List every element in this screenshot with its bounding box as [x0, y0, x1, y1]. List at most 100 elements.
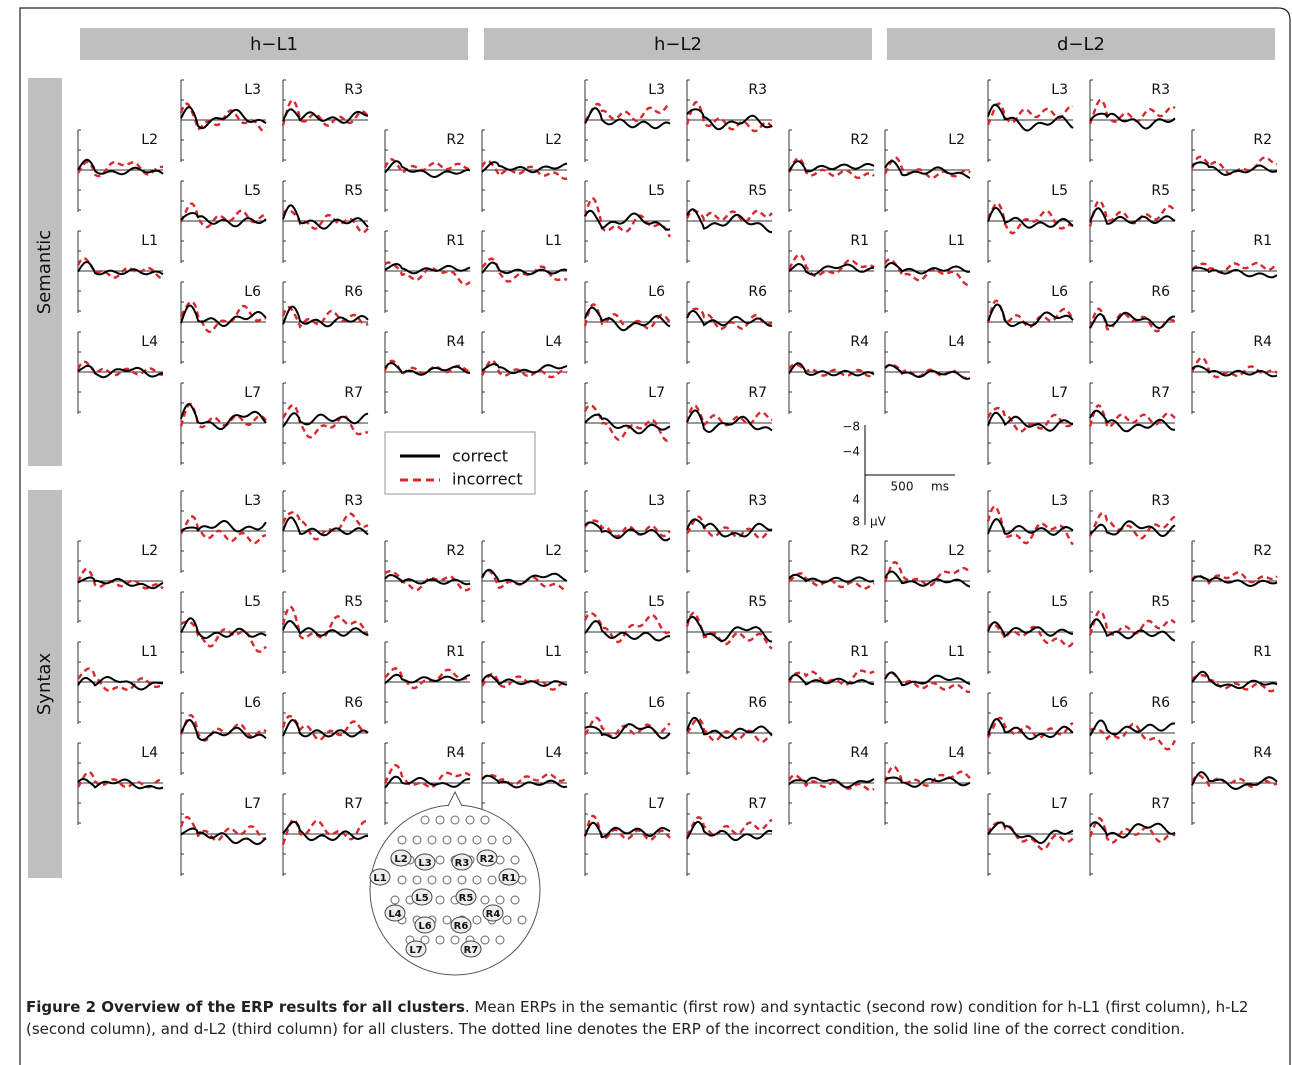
waveform-correct	[988, 822, 1073, 843]
waveform-correct	[181, 829, 266, 845]
electrode	[391, 896, 399, 904]
panel-label: R2	[446, 132, 465, 148]
electrode	[413, 836, 421, 844]
legend-label: correct	[452, 447, 508, 466]
panel-label: L7	[1051, 796, 1068, 812]
electrode	[496, 936, 504, 944]
cluster-label: L6	[418, 921, 431, 932]
panel-label: R7	[344, 385, 363, 401]
caption-title: Figure 2 Overview of the ERP results for…	[26, 998, 465, 1016]
scale-tick: 500	[891, 480, 914, 494]
waveform-correct	[283, 720, 368, 737]
electrode	[473, 876, 481, 884]
column-title: h−L2	[654, 34, 702, 55]
panel-label: R5	[344, 594, 363, 610]
scale-unit: μV	[870, 515, 887, 529]
panel-label: L4	[948, 745, 965, 761]
waveform-correct	[482, 263, 567, 275]
panel-label: R2	[850, 543, 869, 559]
panel-label: R4	[1253, 334, 1272, 350]
panel-label: L2	[948, 543, 965, 559]
waveform-incorrect	[585, 103, 670, 122]
panel-label: L1	[545, 644, 562, 660]
waveform-incorrect	[988, 507, 1073, 545]
panel-label: R1	[1253, 644, 1272, 660]
waveform-incorrect	[181, 302, 266, 332]
waveform-incorrect	[385, 263, 470, 285]
electrode	[488, 836, 496, 844]
row-title: Syntax	[34, 653, 55, 716]
panel-label: R6	[344, 284, 363, 300]
electrode	[451, 936, 459, 944]
panel-label: R7	[344, 796, 363, 812]
electrode	[451, 816, 459, 824]
panel-label: L4	[141, 745, 158, 761]
waveform-correct	[181, 306, 266, 327]
panel-label: L6	[1051, 695, 1068, 711]
waveform-correct	[1090, 822, 1175, 837]
scale-tick: 8	[852, 515, 860, 529]
panel-label: R1	[850, 644, 869, 660]
panel-label: R3	[748, 82, 767, 98]
panel-label: L5	[648, 183, 665, 199]
waveform-correct	[687, 519, 772, 536]
electrode	[443, 876, 451, 884]
panel-label: L5	[244, 183, 261, 199]
electrode	[511, 896, 519, 904]
electrode	[436, 936, 444, 944]
panel-label: R6	[748, 695, 767, 711]
panel-label: L3	[1051, 82, 1068, 98]
electrode	[481, 816, 489, 824]
panel-label: L3	[648, 493, 665, 509]
waveform-incorrect	[687, 102, 772, 131]
panel-label: L4	[141, 334, 158, 350]
panel-label: R4	[446, 334, 465, 350]
panel-label: R6	[344, 695, 363, 711]
waveform-correct	[687, 109, 772, 129]
panel-label: R1	[446, 233, 465, 249]
electrode	[481, 936, 489, 944]
waveform-incorrect	[1090, 724, 1175, 749]
waveform-correct	[687, 822, 772, 840]
panel-label: R7	[748, 385, 767, 401]
panel-label: L6	[244, 284, 261, 300]
waveform-correct	[988, 208, 1073, 228]
cluster-label: R3	[455, 858, 470, 869]
waveform-incorrect	[988, 104, 1073, 125]
scale-bar: −8 −4 4 8 μV 500 ms	[842, 420, 955, 529]
cluster-label: L3	[418, 858, 431, 869]
waveform-correct	[181, 107, 266, 128]
waveform-correct	[988, 413, 1073, 431]
panel-label: L3	[648, 82, 665, 98]
panel-label: R4	[446, 745, 465, 761]
panel-label: R5	[344, 183, 363, 199]
panel-label: L2	[141, 132, 158, 148]
panel-label: R6	[1151, 284, 1170, 300]
panel-label: R3	[1151, 82, 1170, 98]
panel-label: R1	[850, 233, 869, 249]
cluster-label: L7	[409, 945, 422, 956]
panel-label: L6	[648, 695, 665, 711]
waveform-correct	[885, 672, 970, 685]
panel-label: R5	[748, 183, 767, 199]
cluster-label: L1	[373, 873, 386, 884]
waveform-incorrect	[687, 613, 772, 649]
electrode	[496, 896, 504, 904]
panels: L2 L1 L4 L3 L5 L6 L7 R3 R5 R6 R7 R2 R1 R4 L2 L1 L4 L3 L5 L6…	[78, 80, 1277, 876]
waveform-correct	[988, 305, 1073, 327]
cluster-label: R2	[480, 854, 495, 865]
electrode	[428, 836, 436, 844]
panel-label: L7	[648, 385, 665, 401]
electrode	[473, 836, 481, 844]
column-title: h−L1	[250, 34, 298, 55]
scale-tick: −8	[842, 420, 860, 434]
waveform-incorrect	[885, 562, 970, 586]
panel-label: L1	[141, 644, 158, 660]
electrode	[503, 836, 511, 844]
panel-label: R5	[1151, 183, 1170, 199]
cluster-label: L5	[415, 893, 428, 904]
electrode	[466, 816, 474, 824]
panel-label: L7	[648, 796, 665, 812]
cluster-label: L2	[394, 854, 407, 865]
